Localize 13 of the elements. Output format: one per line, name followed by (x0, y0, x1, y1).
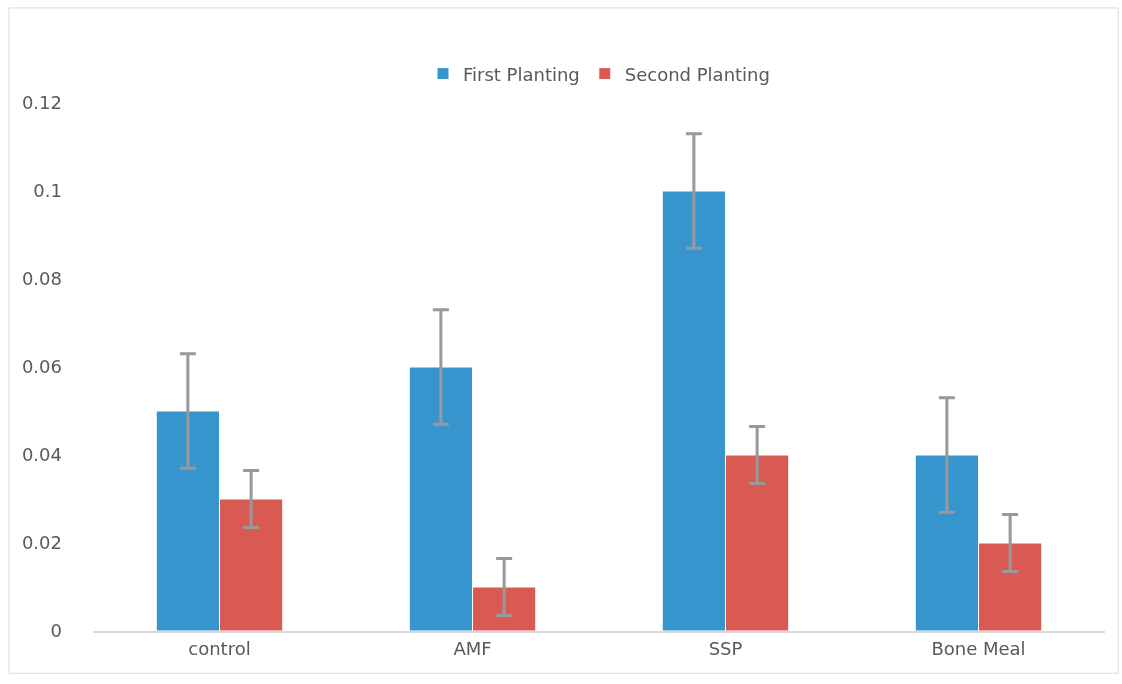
y-tick-label: 0.06 (21, 356, 62, 378)
y-tick-label: 0 (50, 620, 62, 642)
x-tick-label: SSP (708, 637, 743, 659)
y-tick-label: 0.02 (21, 532, 62, 554)
x-tick-label: Bone Meal (931, 637, 1026, 659)
y-tick-label: 0.1 (33, 180, 62, 202)
x-tick-label: AMF (453, 637, 492, 659)
x-tick-label: control (188, 637, 251, 659)
y-tick-label: 0.04 (21, 444, 62, 466)
y-tick-label: 0.08 (21, 268, 62, 290)
legend-label: First Planting (463, 63, 580, 85)
y-tick-label: 0.12 (21, 92, 62, 114)
legend-label: Second Planting (624, 63, 770, 85)
